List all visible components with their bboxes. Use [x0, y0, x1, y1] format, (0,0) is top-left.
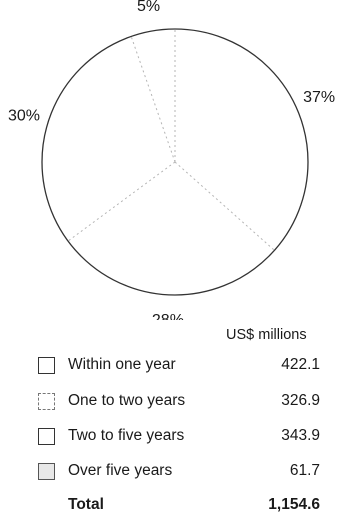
- total-value: 1,154.6: [268, 496, 320, 513]
- pie-percent-label: 37%: [303, 89, 335, 106]
- legend-label: Over five years: [68, 462, 173, 479]
- legend-swatch: [38, 427, 55, 445]
- pie-percent-label: 5%: [137, 0, 160, 15]
- legend-item-over-five-years: Over five years 61.7: [38, 458, 320, 484]
- pie-percent-label: 28%: [152, 312, 184, 320]
- pie-slice-divider: [130, 36, 176, 163]
- legend-total-row: Total 1,154.6: [38, 492, 320, 518]
- total-label: Total: [68, 496, 104, 513]
- pie-slice-divider: [67, 161, 176, 242]
- unit-label: US$ millions: [226, 327, 307, 343]
- pie-outline: [41, 28, 309, 296]
- legend-swatch: [38, 356, 55, 374]
- legend-label: Two to five years: [68, 427, 185, 444]
- legend-value: 326.9: [281, 392, 320, 409]
- legend-value: 61.7: [289, 462, 320, 479]
- legend-item-within-one-year: Within one year 422.1: [38, 352, 320, 378]
- legend-value: 343.9: [281, 427, 320, 444]
- legend-swatch: [38, 462, 55, 480]
- legend-label: Within one year: [68, 356, 176, 373]
- legend-swatch: [38, 392, 55, 410]
- legend-label: One to two years: [68, 392, 186, 409]
- pie-chart: 37% 28% 30% 5%: [8, 0, 335, 320]
- legend-value: 422.1: [281, 356, 320, 373]
- legend-item-two-to-five-years: Two to five years 343.9: [38, 423, 320, 449]
- pie-percent-label: 30%: [8, 107, 40, 124]
- legend-item-one-to-two-years: One to two years 326.9: [38, 388, 320, 414]
- pie-slice-divider: [174, 161, 275, 251]
